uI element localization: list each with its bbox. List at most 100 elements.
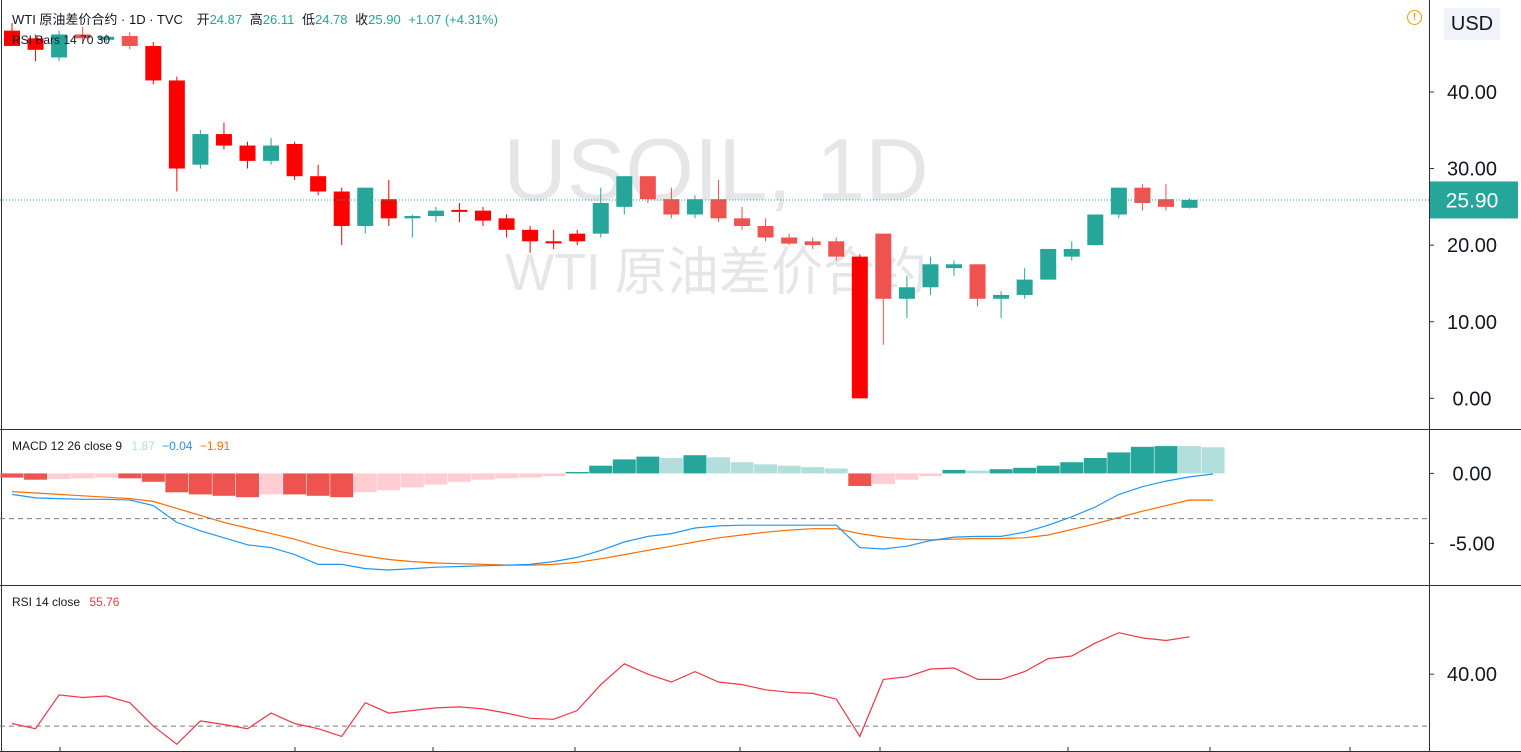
candle-body <box>380 199 397 219</box>
candle <box>168 76 185 192</box>
candle <box>946 260 962 276</box>
candle <box>498 214 515 238</box>
macd-histogram-bar <box>212 473 236 496</box>
macd-histogram-bar <box>1201 447 1225 474</box>
candle <box>969 264 986 307</box>
macd-histogram-bar <box>283 473 307 495</box>
candle-body <box>1134 187 1151 204</box>
candle-body <box>804 241 821 246</box>
candle <box>851 254 868 399</box>
macd-histogram-bar <box>730 462 754 474</box>
candle <box>286 141 303 181</box>
macd-histogram-bar <box>118 473 142 479</box>
candle-body <box>639 176 656 200</box>
candle <box>263 137 280 165</box>
price-candles <box>4 22 1198 399</box>
candle-body <box>286 144 303 177</box>
change-value: +1.07 (+4.31%) <box>408 12 498 27</box>
macd-histogram-bar <box>707 457 730 474</box>
macd-histogram-bar <box>1036 465 1060 474</box>
candle <box>357 187 374 234</box>
macd-histogram-bar <box>683 455 707 474</box>
candle-body <box>734 218 751 226</box>
macd-histogram-bar <box>918 473 942 477</box>
symbol-header[interactable]: WTI 原油差价合约 · 1D · TVC 开24.87 高26.11 低24.… <box>12 9 498 28</box>
candle <box>4 22 20 46</box>
candle-body <box>27 38 44 50</box>
candle <box>192 130 209 169</box>
macd-histogram-bar <box>0 473 24 478</box>
macd-histogram-bar <box>848 473 872 486</box>
candle <box>686 195 703 219</box>
candle-body <box>451 209 468 212</box>
macd-histogram-bar <box>1107 452 1131 474</box>
candle <box>616 176 633 215</box>
open-value: 24.87 <box>209 12 243 27</box>
candle <box>569 229 586 246</box>
macd-histogram-bar <box>1013 467 1037 474</box>
macd-histogram-bar <box>966 470 990 474</box>
currency-badge[interactable]: USD <box>1444 8 1500 40</box>
macd-histogram-bar <box>236 473 259 498</box>
candle-body <box>1110 187 1127 215</box>
rsi-label: RSI 14 close <box>12 595 81 609</box>
candle-body <box>192 134 209 165</box>
candle <box>451 203 468 223</box>
macd-tick-label: -5.00 <box>1449 533 1495 555</box>
macd-histogram-bar <box>659 458 683 474</box>
candle <box>27 34 44 62</box>
candle <box>1110 187 1127 219</box>
warning-icon[interactable]: ! <box>1407 10 1422 25</box>
macd-histogram-bar <box>141 473 165 482</box>
candle <box>51 30 68 62</box>
macd-histogram-bar <box>259 473 283 495</box>
macd-legend[interactable]: MACD 12 26 close 9 1.87 −0.04 −1.91 <box>12 439 230 453</box>
candle <box>427 206 444 223</box>
candle <box>145 42 162 85</box>
macd-histogram-bar <box>377 473 401 491</box>
candle-body <box>215 134 232 146</box>
candle-body <box>522 229 539 242</box>
candle <box>1181 198 1198 209</box>
macd-histogram-bar <box>871 473 895 484</box>
candle-body <box>51 34 68 58</box>
candle-body <box>145 45 162 81</box>
candle-body <box>592 203 609 234</box>
candle-body <box>4 30 20 46</box>
macd-histogram-bar <box>447 473 471 482</box>
macd-histogram-bar <box>424 473 448 485</box>
macd-hist-value: 1.87 <box>131 439 155 453</box>
candle <box>663 187 680 219</box>
rsi-tick-label: 40.00 <box>1447 664 1497 686</box>
macd-histogram-bar <box>1130 446 1154 474</box>
macd-histogram-bar <box>824 468 848 474</box>
macd-histogram-bar <box>306 473 330 496</box>
rsi-legend[interactable]: RSI 14 close 55.76 <box>12 595 119 609</box>
macd-histogram-bar <box>1083 458 1107 474</box>
macd-histogram-bar <box>942 469 966 474</box>
macd-histogram-bar <box>1178 446 1201 474</box>
macd-histogram-bar <box>71 473 95 479</box>
rsi-bars-legend[interactable]: RSI Bars 14 70 30 <box>12 33 110 47</box>
macd-histogram-bar <box>565 472 589 474</box>
candle <box>781 233 798 246</box>
symbol-description: WTI 原油差价合约 · 1D · TVC <box>12 12 183 27</box>
macd-tick-label: 0.00 <box>1453 463 1492 485</box>
candle <box>922 256 939 295</box>
macd-histogram-bar <box>330 473 354 498</box>
macd-histogram-bar <box>895 473 919 480</box>
candle <box>993 291 1010 318</box>
candle-body <box>1016 279 1033 295</box>
candle-body <box>828 241 845 257</box>
candle-body <box>757 225 774 238</box>
candle-body <box>875 233 892 299</box>
price-tick-label: 40.00 <box>1447 82 1497 104</box>
rsi-pane <box>0 518 1429 745</box>
candle-body <box>310 176 327 192</box>
candle <box>804 237 821 249</box>
price-tick-label: 10.00 <box>1447 312 1497 334</box>
macd-histogram-bar <box>1060 462 1084 474</box>
